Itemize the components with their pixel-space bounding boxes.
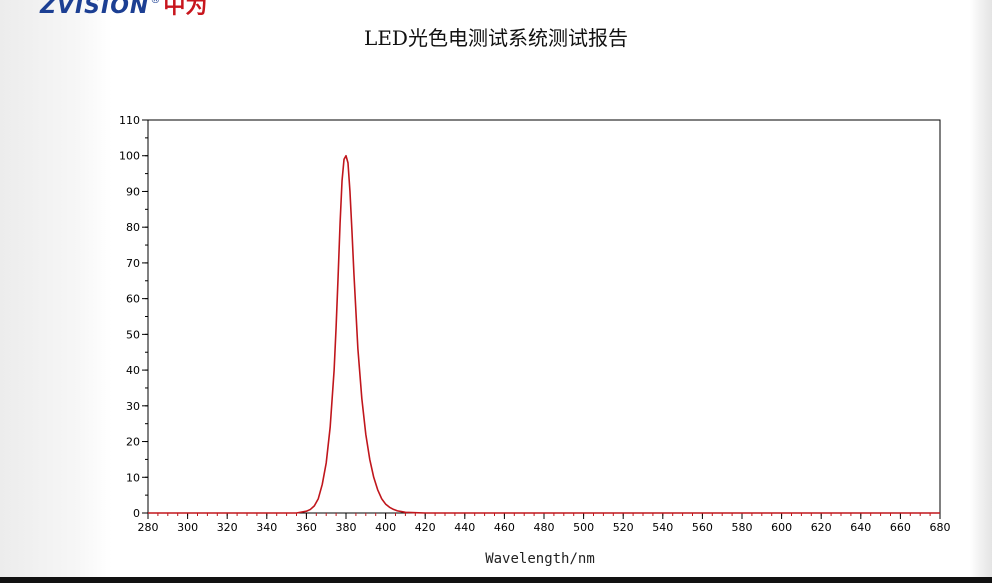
spectrum-curve xyxy=(148,154,940,514)
page-edge-left xyxy=(0,0,112,583)
page-edge-right xyxy=(970,0,992,583)
x-tick-label: 420 xyxy=(415,521,436,534)
x-tick-label: 560 xyxy=(692,521,713,534)
y-tick-label: 20 xyxy=(126,436,140,449)
x-tick-label: 360 xyxy=(296,521,317,534)
x-tick-label: 640 xyxy=(850,521,871,534)
y-tick-label: 80 xyxy=(126,221,140,234)
x-tick-label: 520 xyxy=(613,521,634,534)
x-tick-label: 440 xyxy=(454,521,475,534)
y-tick-label: 40 xyxy=(126,364,140,377)
x-tick-label: 460 xyxy=(494,521,515,534)
y-tick-label: 10 xyxy=(126,471,140,484)
y-tick-label: 30 xyxy=(126,400,140,413)
brand-name-cn: 中为 xyxy=(163,0,208,19)
report-title: LED光色电测试系统测试报告 xyxy=(364,26,628,50)
y-tick-label: 60 xyxy=(126,293,140,306)
plot-frame xyxy=(147,119,941,514)
y-tick-label: 110 xyxy=(119,114,140,127)
x-tick-label: 480 xyxy=(534,521,555,534)
x-tick-label: 340 xyxy=(256,521,277,534)
x-tick-label: 400 xyxy=(375,521,396,534)
x-tick-label: 320 xyxy=(217,521,238,534)
x-tick-label: 580 xyxy=(732,521,753,534)
y-tick-label: 90 xyxy=(126,185,140,198)
x-tick-label: 300 xyxy=(177,521,198,534)
x-tick-label: 620 xyxy=(811,521,832,534)
x-tick-label: 280 xyxy=(138,521,159,534)
y-tick-label: 70 xyxy=(126,257,140,270)
brand-name-en: ZVISION xyxy=(40,0,150,19)
brand-logo: ZVISION ® 中为 xyxy=(40,0,207,20)
bottom-bar xyxy=(0,577,992,583)
x-tick-label: 500 xyxy=(573,521,594,534)
x-tick-label: 540 xyxy=(652,521,673,534)
x-axis-label: Wavelength/nm xyxy=(485,551,595,567)
y-tick-label: 100 xyxy=(119,150,140,163)
y-tick-label: 50 xyxy=(126,328,140,341)
y-tick-label: 0 xyxy=(133,507,140,520)
registered-mark: ® xyxy=(150,0,161,6)
x-tick-label: 660 xyxy=(890,521,911,534)
x-tick-label: 380 xyxy=(336,521,357,534)
x-tick-label: 680 xyxy=(930,521,951,534)
x-tick-label: 600 xyxy=(771,521,792,534)
